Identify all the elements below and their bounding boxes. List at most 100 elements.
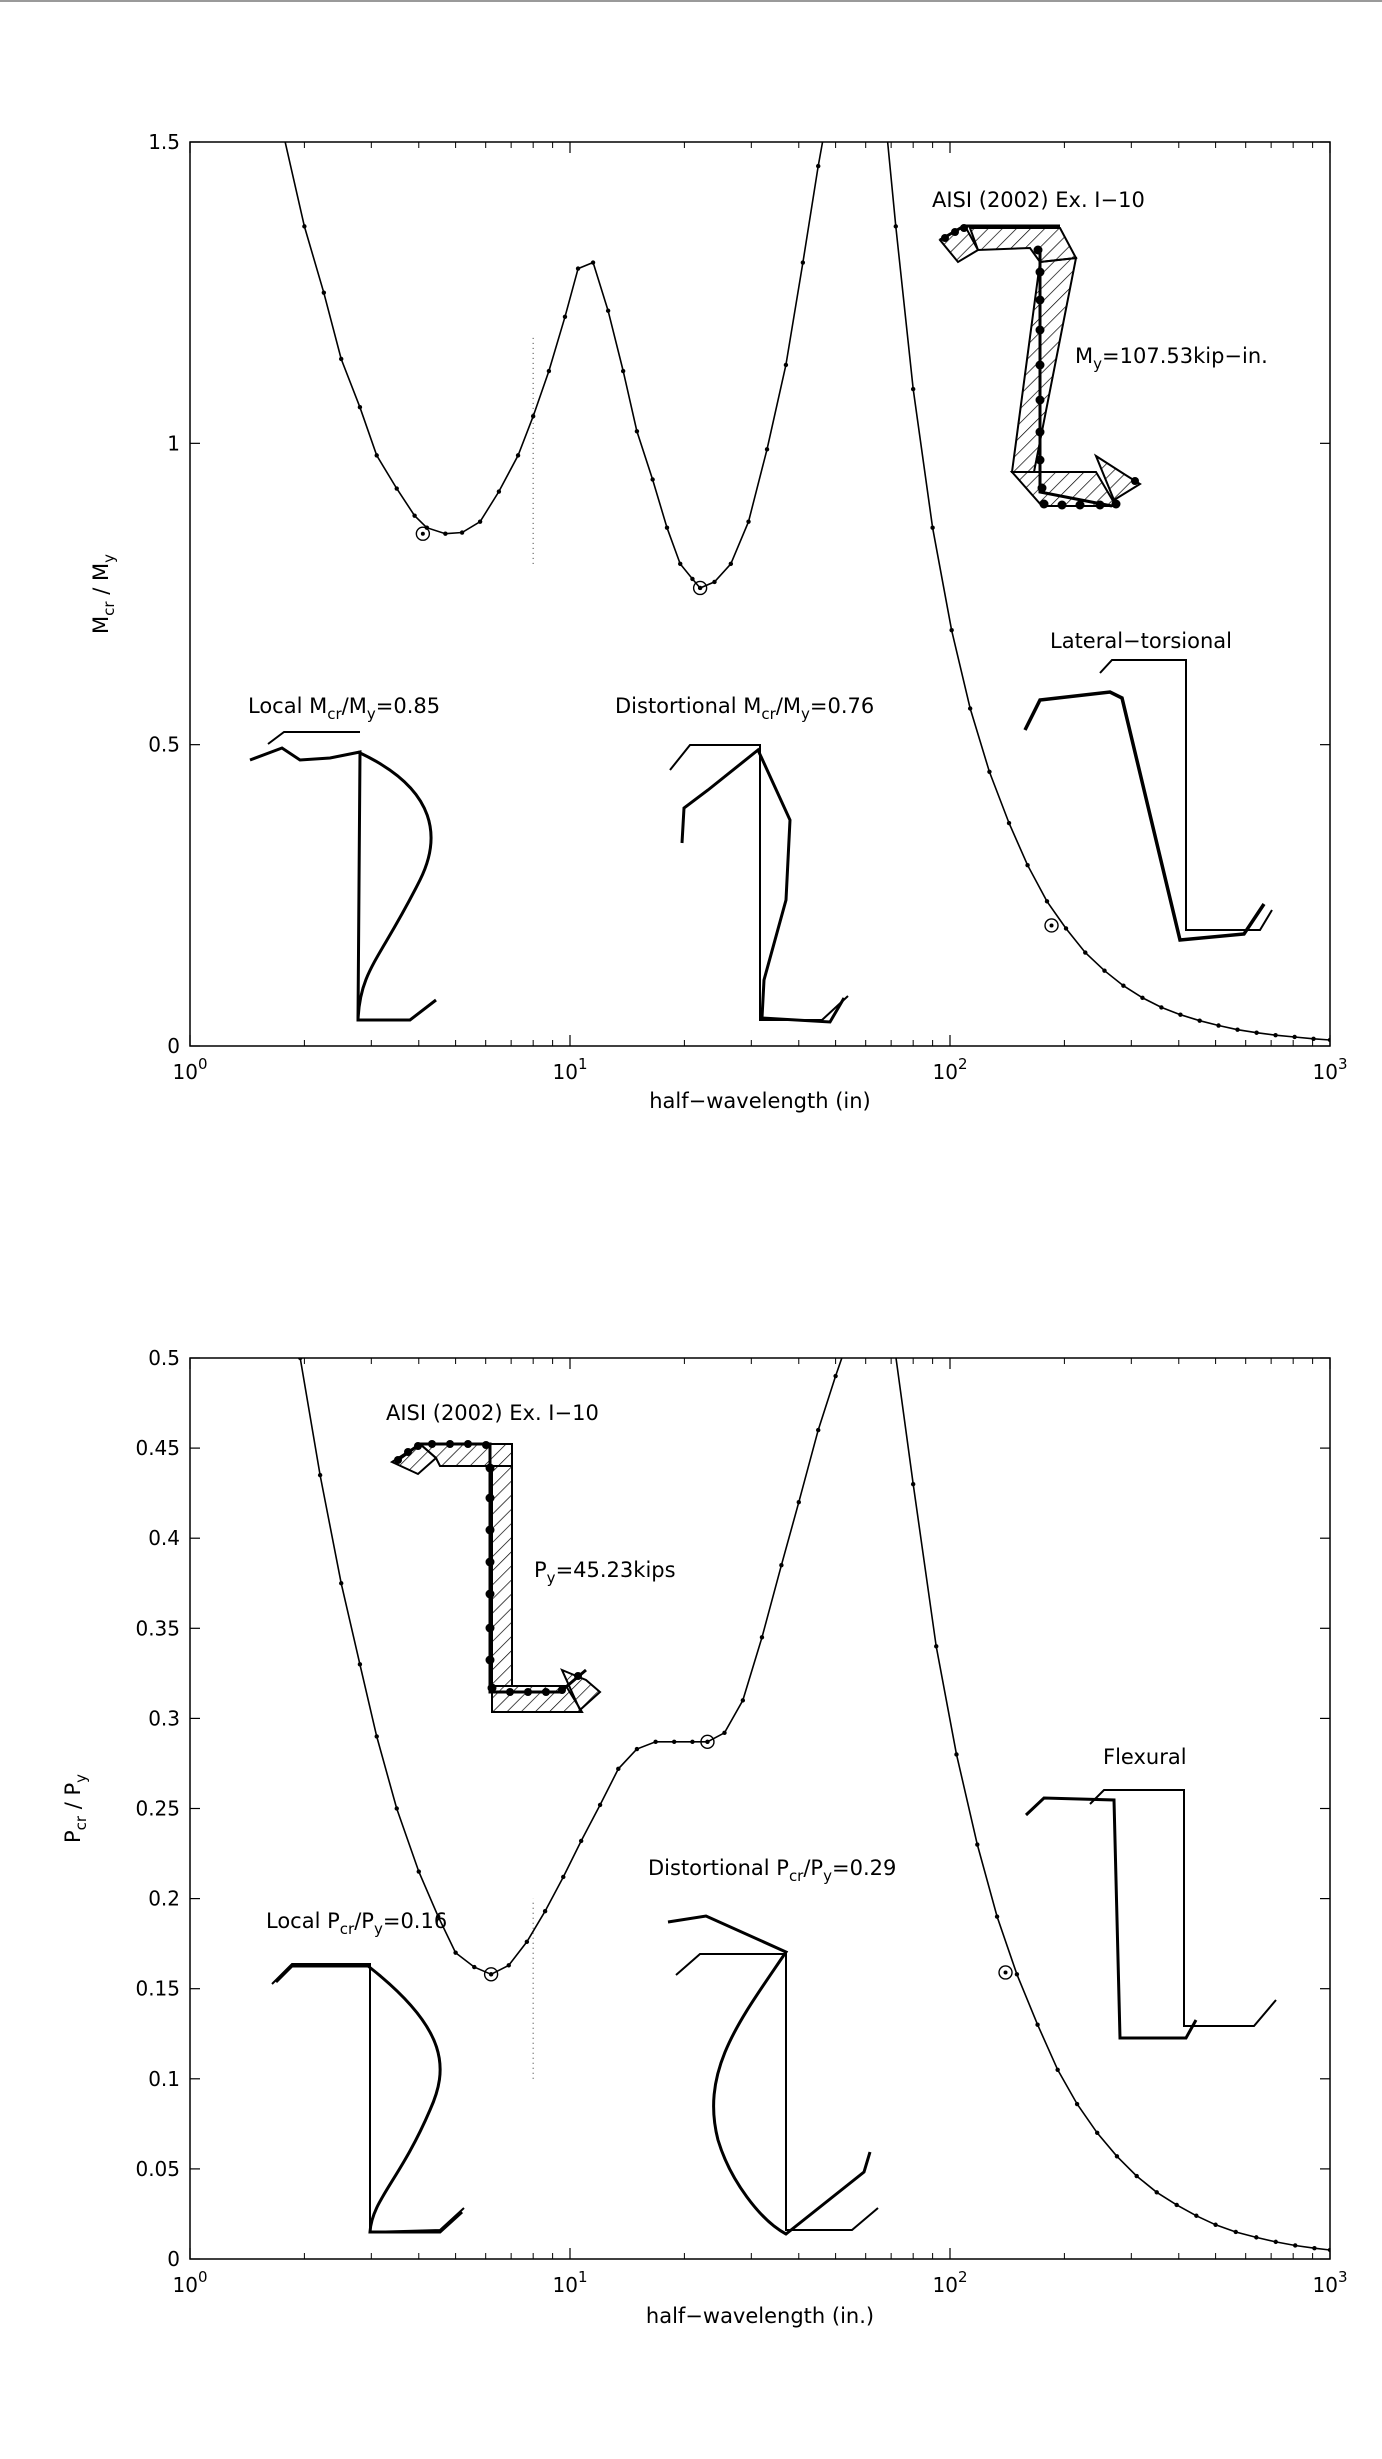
- curve-point: [472, 1964, 477, 1970]
- yield-load-label-part: y: [547, 1569, 556, 1587]
- curve-point: [849, 7, 853, 11]
- curve-point: [740, 1698, 746, 1703]
- x-tick-label: 102: [933, 2268, 968, 2297]
- y-tick-label: 1: [167, 431, 180, 455]
- curve-point: [317, 1472, 323, 1478]
- curve-point: [1216, 1023, 1221, 1028]
- curve-point: [712, 579, 717, 585]
- curve-point: [339, 356, 344, 362]
- y-tick-label: 0.3: [148, 1706, 180, 1730]
- local-mode-label-part: /P: [354, 1909, 374, 1933]
- y-axis-title-part: cr: [100, 601, 118, 616]
- section-title-part: AISI (2002) Ex. I−10: [932, 188, 1145, 212]
- curve-point: [1154, 2190, 1159, 2195]
- distortional-mode-label-part: y: [801, 705, 810, 723]
- top-border: [0, 0, 1382, 2]
- distortional-mode-label-part: /M: [776, 694, 801, 718]
- cross-section-stress-diagram: [389, 1440, 602, 1713]
- curve-point: [650, 477, 655, 482]
- curve-point: [436, 1914, 441, 1919]
- y-tick-label: 0.5: [148, 1346, 180, 1370]
- local-mode-label: Local Mcr/My=0.85: [248, 694, 440, 723]
- curve-point: [542, 1909, 548, 1914]
- yield-load-label: Py=45.23kips: [534, 1558, 676, 1587]
- curve-point: [1194, 2213, 1199, 2218]
- x-tick-exponent: 1: [578, 2268, 588, 2286]
- curve-point: [562, 314, 568, 319]
- y-tick-label: 0.4: [148, 1526, 180, 1550]
- distortional-mode-label-part: cr: [761, 705, 776, 723]
- local-mode-label-part: Local P: [266, 1909, 340, 1933]
- curve-point: [321, 290, 327, 295]
- section-title: AISI (2002) Ex. I−10: [932, 188, 1145, 212]
- distortional-mode-label-part: cr: [789, 1867, 804, 1885]
- curve-point: [280, 128, 284, 132]
- curve-point: [1095, 2130, 1100, 2136]
- curve-point: [1063, 926, 1069, 931]
- y-axis-title-part: P: [61, 1783, 85, 1796]
- curve-point: [954, 1752, 959, 1757]
- distortional-mode-label: Distortional Pcr/Py=0.29: [648, 1856, 896, 1885]
- curve-point: [671, 1739, 677, 1745]
- yield-moment-label-part: y: [1093, 355, 1102, 373]
- section-title: AISI (2002) Ex. I−10: [386, 1401, 599, 1425]
- curve-point: [678, 561, 683, 567]
- curve-point: [1311, 1036, 1316, 1041]
- y-tick-label: 0.25: [135, 1797, 180, 1821]
- curve-point: [816, 1427, 821, 1433]
- y-axis-title-part: P: [61, 1830, 85, 1843]
- curve-point: [877, 49, 881, 53]
- curve-point: [575, 266, 581, 271]
- y-tick-label: 0.45: [135, 1436, 180, 1460]
- curve-point: [1140, 995, 1145, 1000]
- y-tick-label: 0: [167, 1034, 180, 1058]
- local-mode-label-part: cr: [327, 705, 342, 723]
- curve-point: [1197, 1018, 1202, 1023]
- x-tick-base: 10: [553, 2273, 578, 2297]
- curve-point: [1293, 2243, 1298, 2248]
- local-mode-label-part: cr: [340, 1920, 355, 1938]
- curve-point: [477, 519, 483, 524]
- curve-point: [357, 404, 363, 410]
- curve-point: [690, 1739, 695, 1745]
- curve-point: [1044, 899, 1050, 904]
- y-tick-label: 0.05: [135, 2157, 180, 2181]
- x-tick-exponent: 2: [958, 2268, 968, 2286]
- curve-point: [1074, 2101, 1080, 2107]
- minimum-marker: [415, 526, 431, 541]
- flexural-label-part: Flexural: [1103, 1745, 1187, 1769]
- curve-point: [1254, 1030, 1259, 1035]
- curve-point: [833, 67, 837, 71]
- x-tick-base: 10: [553, 1060, 578, 1084]
- minimum-marker: [700, 1734, 715, 1750]
- minimum-marker: [692, 580, 708, 596]
- distortional-mode-shape: [667, 1914, 879, 2236]
- curve-point: [394, 1806, 399, 1811]
- curve-point: [1235, 1027, 1240, 1032]
- curve-point: [374, 1734, 379, 1739]
- x-axis-title: half−wavelength (in): [649, 1089, 871, 1113]
- y-axis-title-part: /: [89, 581, 113, 601]
- curve-point: [1233, 2229, 1238, 2235]
- curve-point: [975, 1842, 980, 1847]
- curve-point: [302, 224, 307, 229]
- curve-point: [546, 368, 552, 374]
- curve-point: [1254, 2235, 1259, 2240]
- curve-point: [967, 706, 973, 711]
- curve-point: [357, 1662, 363, 1667]
- curve-point: [394, 486, 399, 491]
- x-tick-exponent: 2: [958, 1055, 968, 1073]
- lateral-torsional-mode-shape: [1023, 659, 1273, 942]
- distortional-mode-shape: [669, 744, 849, 1024]
- curve-point: [764, 447, 770, 452]
- signature-curve-group: [280, 7, 1330, 1043]
- x-tick-label: 103: [1313, 2268, 1348, 2297]
- flexural-label: Flexural: [1103, 1745, 1187, 1769]
- curve-point: [1102, 968, 1107, 973]
- x-tick-exponent: 0: [198, 2268, 208, 2286]
- distortional-mode-label-part: Distortional M: [615, 694, 761, 718]
- curve-point: [746, 519, 751, 524]
- minimum-marker: [483, 1967, 499, 1982]
- x-tick-label: 100: [173, 2268, 208, 2297]
- curve-point: [620, 368, 626, 374]
